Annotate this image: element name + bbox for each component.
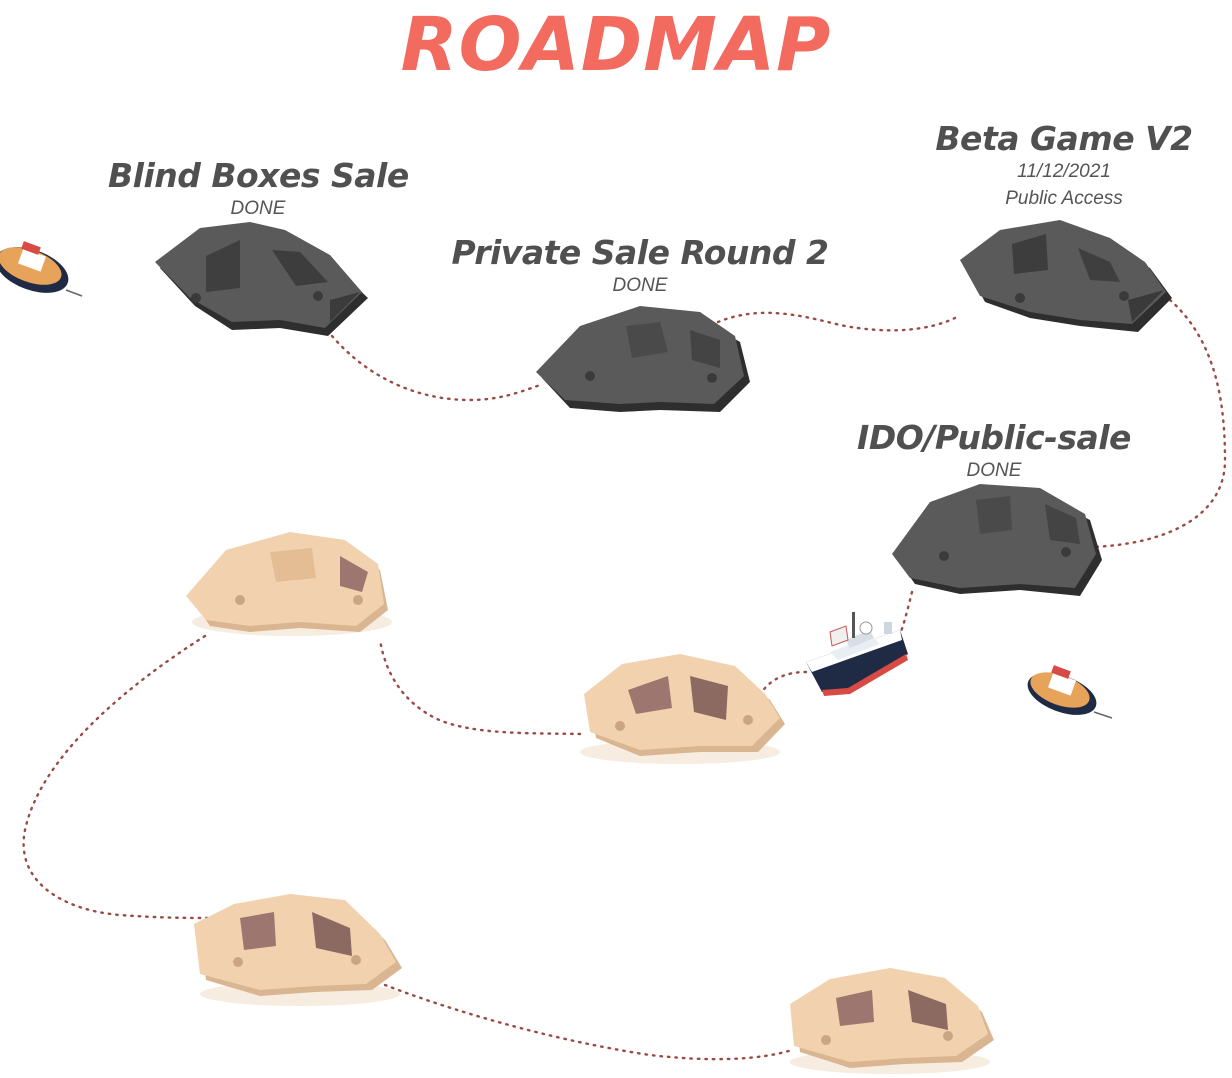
island-private-sale [536, 306, 750, 412]
milestone-ido-public-sale: IDO/Public-sale DONE [844, 419, 1144, 484]
island-upcoming-3 [194, 894, 402, 1006]
route-segment [1088, 298, 1227, 549]
milestone-status: DONE [612, 275, 668, 296]
route-segment [760, 670, 808, 694]
island-beta-game [960, 220, 1172, 332]
island-upcoming-1 [186, 532, 392, 636]
route-path [22, 298, 1227, 1061]
ship-icon [806, 612, 908, 696]
route-segment [378, 638, 582, 736]
island-upcoming-2 [580, 654, 785, 764]
milestone-status: DONE [230, 198, 286, 219]
milestone-title: Blind Boxes Sale [108, 156, 409, 195]
route-segment [716, 311, 957, 332]
milestone-title: IDO/Public-sale [857, 418, 1131, 457]
route-segment [383, 983, 794, 1061]
milestone-note: Public Access [1005, 188, 1123, 209]
island-blind-boxes [155, 222, 368, 336]
milestone-beta-game: Beta Game V2 11/12/2021 Public Access [914, 120, 1214, 212]
milestone-private-sale: Private Sale Round 2 DONE [440, 234, 840, 299]
route-segment [22, 634, 212, 920]
milestone-title: Beta Game V2 [935, 119, 1193, 158]
milestone-date: 11/12/2021 [1017, 161, 1111, 182]
milestone-title: Private Sale Round 2 [451, 233, 829, 272]
milestone-blind-boxes: Blind Boxes Sale DONE [108, 156, 409, 222]
island-ido-public-sale [892, 484, 1102, 596]
tugboat-icon-left [0, 241, 83, 297]
milestone-status: DONE [966, 460, 1022, 481]
page-title: ROADMAP [400, 2, 832, 88]
island-upcoming-4 [790, 968, 994, 1074]
route-segment [330, 334, 542, 402]
tugboat-icon-right [1027, 665, 1113, 719]
